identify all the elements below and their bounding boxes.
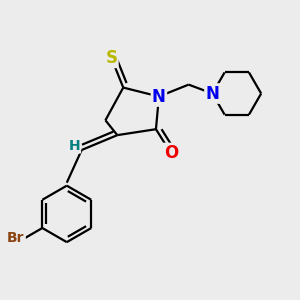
Text: Br: Br	[7, 231, 25, 245]
Text: S: S	[105, 49, 117, 67]
Text: H: H	[68, 139, 80, 152]
Text: O: O	[164, 144, 178, 162]
Text: N: N	[152, 88, 166, 106]
Text: N: N	[206, 85, 219, 103]
